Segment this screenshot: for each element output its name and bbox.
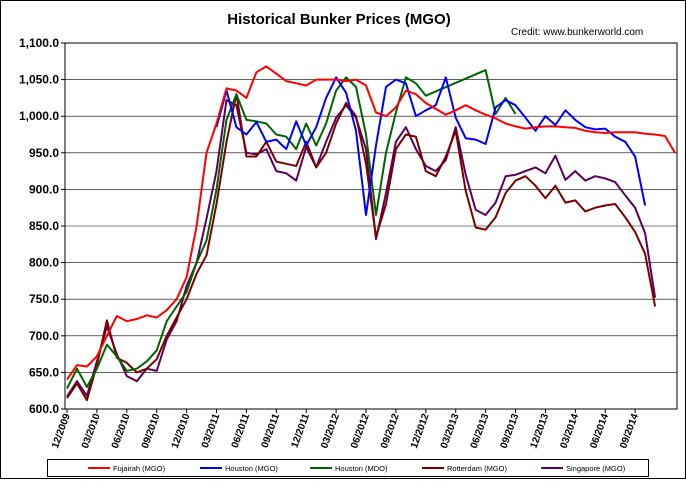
- x-tick-label: 03/2014: [558, 412, 581, 450]
- x-tick-label: 03/2010: [80, 412, 103, 450]
- x-tick-label: 06/2013: [469, 412, 492, 450]
- x-tick-label: 06/2011: [230, 412, 253, 450]
- x-tick-label: 06/2010: [110, 412, 133, 450]
- x-tick-label: 12/2009: [50, 412, 73, 450]
- legend-label: Rotterdam (MGO): [447, 464, 508, 473]
- series-line-2: [66, 69, 517, 389]
- x-tick-label: 09/2012: [379, 412, 402, 450]
- credit-note: Credit: www.bunkerworld.com: [511, 27, 643, 38]
- y-tick-label: 800.0: [29, 256, 59, 270]
- x-tick-label: 09/2013: [499, 412, 522, 450]
- series-line-0: [66, 65, 676, 381]
- x-tick-label: 12/2013: [529, 412, 552, 450]
- y-tick-label: 950.0: [29, 146, 59, 160]
- y-tick-label: 1,100.0: [19, 36, 59, 50]
- legend: Fujairah (MGO) Houston (MGO) Houston (MDO)…: [47, 459, 649, 477]
- chart-title: Historical Bunker Prices (MGO): [227, 11, 450, 28]
- y-axis-ticks: 600.0 650.0 700.0 750.0 800.0 850.0 900.0 950.0…: [19, 36, 65, 416]
- x-tick-label: 09/2010: [140, 412, 163, 450]
- legend-label: Houston (MDO): [335, 464, 388, 473]
- x-tick-label: 12/2012: [409, 412, 432, 450]
- y-tick-label: 900.0: [29, 182, 59, 196]
- legend-label: Singapore (MGO): [566, 464, 626, 473]
- x-tick-label: 09/2014: [618, 412, 641, 450]
- y-tick-label: 850.0: [29, 219, 59, 233]
- series-line-3: [66, 93, 657, 402]
- x-tick-label: 12/2010: [170, 412, 193, 450]
- y-tick-label: 600.0: [29, 402, 59, 416]
- y-tick-label: 1,000.0: [19, 109, 59, 123]
- y-tick-label: 650.0: [29, 365, 59, 379]
- series-lines: [66, 65, 676, 402]
- legend-label: Fujairah (MGO): [113, 464, 166, 473]
- x-tick-label: 06/2014: [588, 412, 611, 450]
- x-tick-label: 03/2013: [439, 412, 462, 450]
- series-line-1: [215, 76, 647, 216]
- series-line-4: [66, 99, 657, 398]
- x-tick-label: 06/2012: [349, 412, 372, 450]
- y-tick-label: 700.0: [29, 329, 59, 343]
- x-tick-label: 09/2011: [260, 412, 283, 450]
- x-tick-label: 03/2011: [200, 412, 223, 450]
- legend-label: Houston (MGO): [225, 464, 278, 473]
- y-tick-label: 750.0: [29, 292, 59, 306]
- y-tick-label: 1,050.0: [19, 73, 59, 87]
- x-tick-label: 12/2011: [290, 412, 313, 450]
- x-axis-ticks: 12/2009 03/2010 06/2010 09/2010 12/2010 03/20…: [50, 409, 641, 450]
- x-tick-label: 03/2012: [319, 412, 342, 450]
